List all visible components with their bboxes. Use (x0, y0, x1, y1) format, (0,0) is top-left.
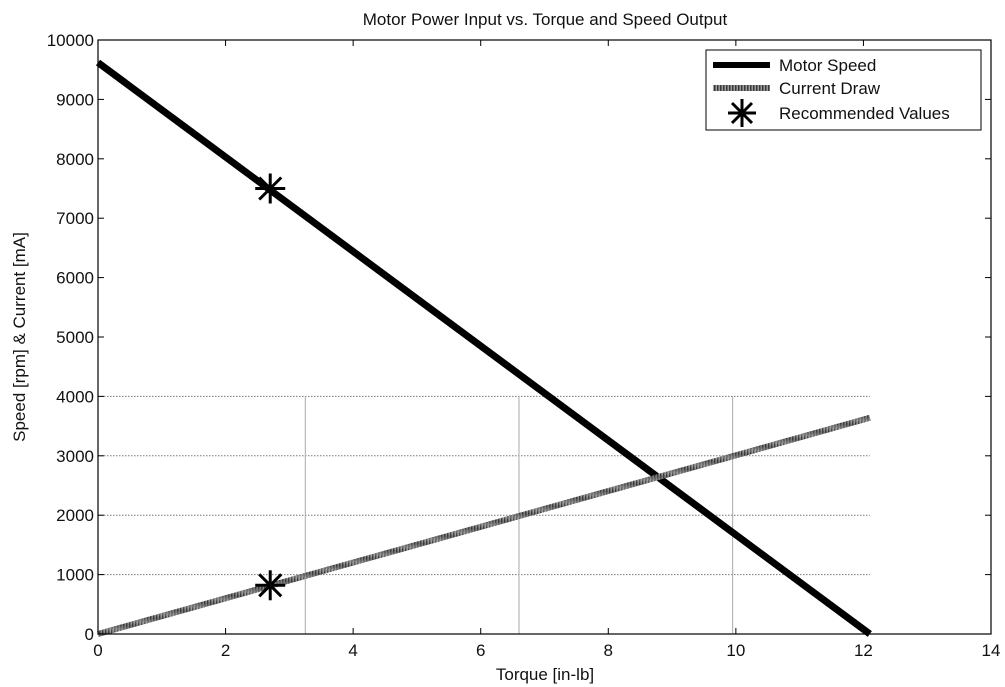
legend-current-draw-label: Current Draw (779, 79, 881, 98)
y-tick-label: 9000 (56, 90, 94, 109)
x-tick-label: 6 (476, 641, 485, 660)
x-tick-label: 8 (604, 641, 613, 660)
legend-current-draw-swatch (713, 85, 770, 91)
y-tick-label: 6000 (56, 269, 94, 288)
y-axis-title: Speed [rpm] & Current [mA] (10, 232, 29, 442)
legend-recommended-values-label: Recommended Values (779, 104, 950, 123)
y-tick-label: 2000 (56, 506, 94, 525)
recommended-value-marker (255, 173, 286, 204)
y-tick-label: 10000 (47, 31, 94, 50)
y-tick-label: 0 (85, 625, 94, 644)
series-line-current-draw-hatch (97, 414, 871, 637)
legend-motor-speed-label: Motor Speed (779, 56, 876, 75)
x-axis-title: Torque [in-lb] (496, 665, 594, 684)
chart-title: Motor Power Input vs. Torque and Speed O… (363, 10, 728, 29)
y-tick-label: 1000 (56, 566, 94, 585)
plot-area (98, 40, 991, 634)
x-tick-label: 10 (726, 641, 745, 660)
y-tick-label: 5000 (56, 328, 94, 347)
y-tick-label: 3000 (56, 447, 94, 466)
legend-recommended-values-marker (728, 99, 756, 127)
y-tick-label: 4000 (56, 387, 94, 406)
ticks: 0 2 4 6 8 10 12 14 0 1000 2000 3000 4000 5000 6000 7000… (47, 31, 1001, 660)
x-tick-label: 4 (348, 641, 357, 660)
x-tick-label: 2 (221, 641, 230, 660)
recommended-value-marker (255, 570, 286, 601)
y-tick-label: 8000 (56, 150, 94, 169)
markers (255, 173, 286, 601)
legend: Motor Speed Current Draw Recommended Val… (705, 49, 982, 131)
series-lines (95, 59, 872, 637)
x-tick-label: 14 (982, 641, 1001, 660)
x-tick-label: 0 (93, 641, 102, 660)
y-tick-label: 7000 (56, 209, 94, 228)
series-line-motor-speed (95, 59, 872, 637)
x-tick-label: 12 (854, 641, 873, 660)
